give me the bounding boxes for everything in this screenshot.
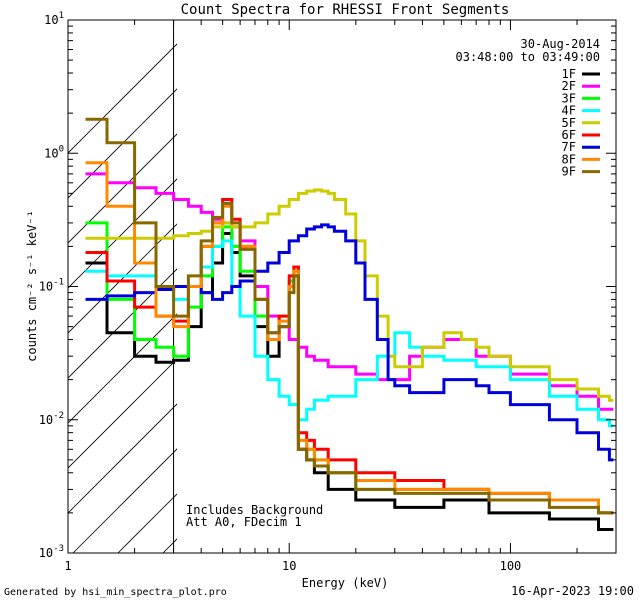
hatch-line	[72, 448, 177, 553]
legend-label: 1F	[562, 67, 576, 81]
legend-label: 8F	[562, 152, 576, 166]
x-tick-label: 10	[282, 559, 296, 573]
hatch-line	[68, 403, 177, 514]
hatch-line	[523, 20, 640, 553]
generated-by-footer: Generated by hsi_min_spectra_plot.pro	[4, 587, 227, 598]
series-5f	[85, 188, 614, 402]
y-tick-label: 101	[44, 11, 64, 27]
y-tick-labels: 10-3 10-2 10-1 100 101	[39, 11, 64, 560]
date-annotation: 30-Aug-2014	[521, 37, 600, 51]
y-tick-label: 10-1	[39, 278, 64, 294]
plot-date-footer: 16-Apr-2023 19:00	[511, 584, 634, 598]
legend-label: 9F	[562, 165, 576, 179]
series-2f	[85, 172, 614, 411]
hatch-line	[68, 43, 177, 154]
hatch-line	[68, 358, 177, 469]
axis-ticks	[67, 20, 617, 554]
chart-title: Count Spectra for RHESSI Front Segments	[181, 2, 510, 18]
attenuator-note: Att A0, FDecim 1	[186, 515, 302, 529]
series-4f	[85, 239, 614, 428]
legend-label: 4F	[562, 104, 576, 118]
legend-label: 2F	[562, 79, 576, 93]
y-tick-label: 100	[44, 144, 64, 160]
legend-label: 5F	[562, 116, 576, 130]
hatch-line	[388, 20, 640, 553]
x-axis-label: Energy (keV)	[302, 576, 389, 590]
series-7f	[85, 223, 614, 462]
hatch-line	[68, 88, 177, 199]
background-note: Includes Background	[186, 503, 323, 517]
hatch-line	[68, 223, 177, 334]
y-tick-label: 10-3	[39, 544, 64, 560]
legend-label: 7F	[562, 140, 576, 154]
x-tick-label: 1	[64, 559, 71, 573]
series-9f	[85, 117, 614, 515]
series-6f	[85, 198, 614, 515]
legend-label: 6F	[562, 128, 576, 142]
legend-label: 3F	[562, 91, 576, 105]
y-axis-label: counts cm⁻² s⁻¹ keV⁻¹	[25, 210, 39, 362]
x-tick-labels: 1 10 100	[64, 559, 521, 573]
hatch-line	[253, 20, 640, 553]
series-lines	[85, 117, 614, 531]
series-1f	[85, 232, 614, 531]
x-tick-label: 100	[500, 559, 522, 573]
y-tick-label: 10-2	[39, 411, 64, 427]
time-range-annotation: 03:48:00 to 03:49:00	[456, 50, 601, 64]
